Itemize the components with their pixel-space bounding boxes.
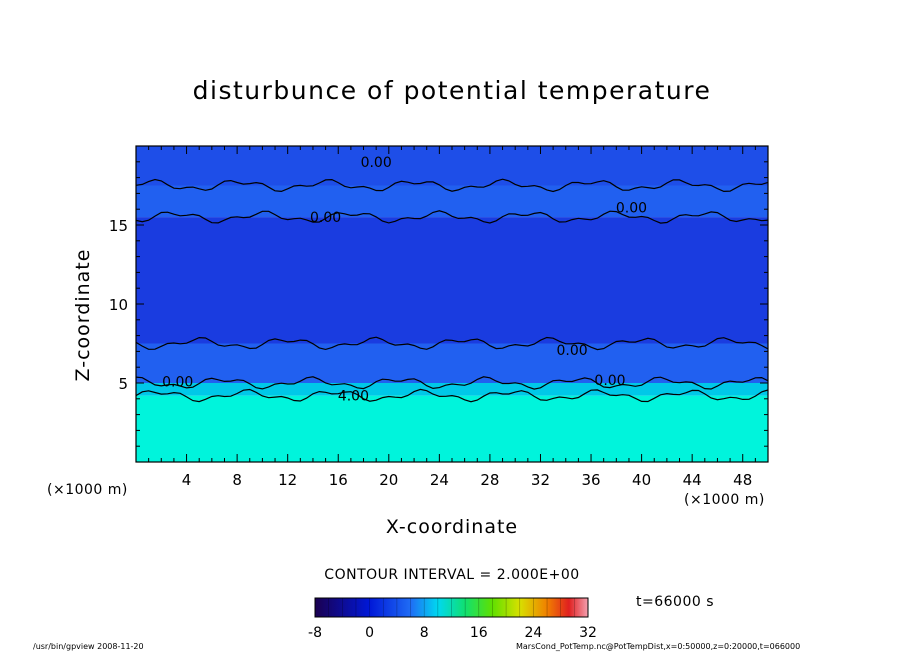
y-axis-label: Z-coordinate [72, 248, 94, 382]
x-tick-label: 8 [232, 471, 242, 489]
x-tick-label: 24 [430, 471, 449, 489]
x-tick-label: 28 [480, 471, 499, 489]
contour-line-1 [135, 376, 769, 390]
x-unit-left: (×1000 m) [47, 482, 128, 498]
footer-right: MarsCond_PotTemp.nc@PotTempDist,x=0:5000… [516, 642, 801, 651]
x-tick-label: 20 [379, 471, 398, 489]
colorbar-ticks: -8 0 8 16 24 32 [308, 598, 597, 641]
x-tick-label: 16 [329, 471, 348, 489]
heatmap-band-3 [136, 217, 768, 344]
x-unit-right: (×1000 m) [684, 492, 765, 508]
colorbar-gradient [314, 597, 589, 618]
heatmap-bands [136, 146, 768, 462]
colorbar [314, 597, 589, 618]
colorbar-tick-label: 8 [420, 625, 429, 641]
contour-labels: 0.00 0.00 0.00 0.00 0.00 0.00 4.00 [162, 155, 647, 405]
contour-label-5: 0.00 [594, 373, 625, 389]
contour-lines [135, 178, 769, 403]
y-axis-ticks: 5 10 15 [109, 161, 768, 447]
y-tick-label: 5 [118, 375, 128, 393]
x-tick-label: 44 [683, 471, 702, 489]
heatmap-band-4 [136, 185, 768, 218]
y-tick-label: 15 [109, 217, 128, 235]
contour-label-3: 0.00 [556, 343, 587, 359]
heatmap-band-5 [136, 146, 768, 186]
contour-label-0: 0.00 [361, 155, 392, 171]
contour-line-4 [135, 178, 769, 193]
contour-label-2: 0.00 [616, 201, 647, 217]
contour-line-3 [135, 210, 769, 224]
x-tick-label: 4 [182, 471, 192, 489]
y-tick-label: 10 [109, 296, 128, 314]
heatmap-band-0 [136, 395, 768, 462]
x-tick-label: 32 [531, 471, 550, 489]
chart-title: disturbunce of potential temperature [192, 76, 712, 105]
heatmap-band-2 [136, 343, 768, 383]
colorbar-tick-label: 16 [470, 625, 488, 641]
colorbar-tick-label: 32 [579, 625, 597, 641]
colorbar-tick-label: 24 [524, 625, 542, 641]
time-label: t=66000 s [636, 594, 714, 610]
contour-line-0 [135, 388, 769, 403]
colorbar-tick-label: -8 [308, 625, 322, 641]
x-tick-label: 40 [632, 471, 651, 489]
x-axis-label: X-coordinate [385, 516, 519, 538]
contour-label-4: 0.00 [162, 374, 193, 390]
x-tick-label: 36 [581, 471, 600, 489]
contour-label-6: 4.00 [338, 389, 369, 405]
x-tick-label: 48 [733, 471, 752, 489]
contour-label-1: 0.00 [310, 210, 341, 226]
contour-interval: CONTOUR INTERVAL = 2.000E+00 [324, 567, 580, 583]
heatmap-band-1 [136, 383, 768, 396]
footer-left: /usr/bin/gpview 2008-11-20 [33, 642, 144, 651]
x-axis-ticks: 4 8 12 16 20 24 28 32 36 40 44 48 [148, 146, 756, 489]
colorbar-tick-label: 0 [365, 625, 374, 641]
contour-line-2 [135, 336, 769, 351]
x-tick-label: 12 [278, 471, 297, 489]
